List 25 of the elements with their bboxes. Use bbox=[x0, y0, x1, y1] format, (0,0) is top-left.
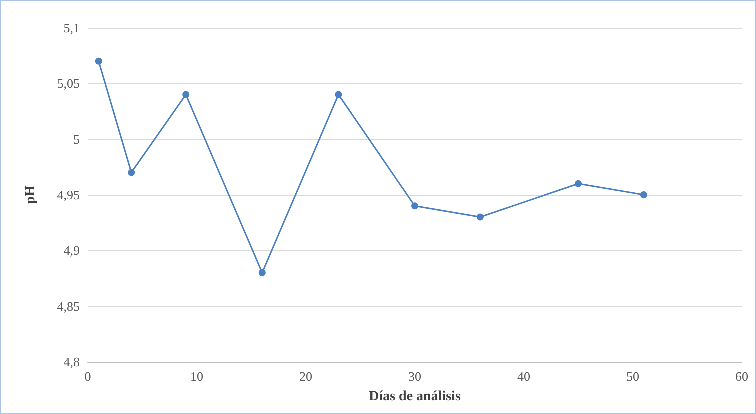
x-tick-label: 60 bbox=[736, 369, 748, 384]
x-tick-label: 40 bbox=[518, 369, 530, 384]
y-tick-label: 5,1 bbox=[64, 20, 80, 36]
point bbox=[128, 169, 136, 176]
point bbox=[575, 180, 582, 188]
x-tick-label: 30 bbox=[408, 369, 422, 384]
x-tick-label: 0 bbox=[84, 369, 92, 384]
y-axis-title: pH bbox=[24, 186, 38, 204]
point bbox=[640, 192, 648, 198]
point bbox=[95, 58, 102, 65]
y-tick-label: 5 bbox=[74, 132, 80, 147]
x-tick-label: 50 bbox=[626, 369, 640, 384]
y-tick-label: 4,95 bbox=[57, 188, 80, 202]
point bbox=[476, 214, 484, 221]
y-tick-label: 4,8 bbox=[64, 354, 80, 370]
point bbox=[335, 91, 342, 98]
point bbox=[258, 269, 266, 276]
y-tick-label: 4,85 bbox=[57, 298, 80, 314]
point bbox=[412, 202, 418, 210]
point bbox=[182, 91, 190, 98]
x-tick-label: 10 bbox=[190, 369, 204, 384]
y-tick-label: 4,9 bbox=[64, 243, 80, 258]
y-tick-label: 5,05 bbox=[57, 76, 80, 92]
x-tick-label: 20 bbox=[300, 369, 312, 384]
x-axis-title: Días de análisis bbox=[369, 390, 462, 404]
